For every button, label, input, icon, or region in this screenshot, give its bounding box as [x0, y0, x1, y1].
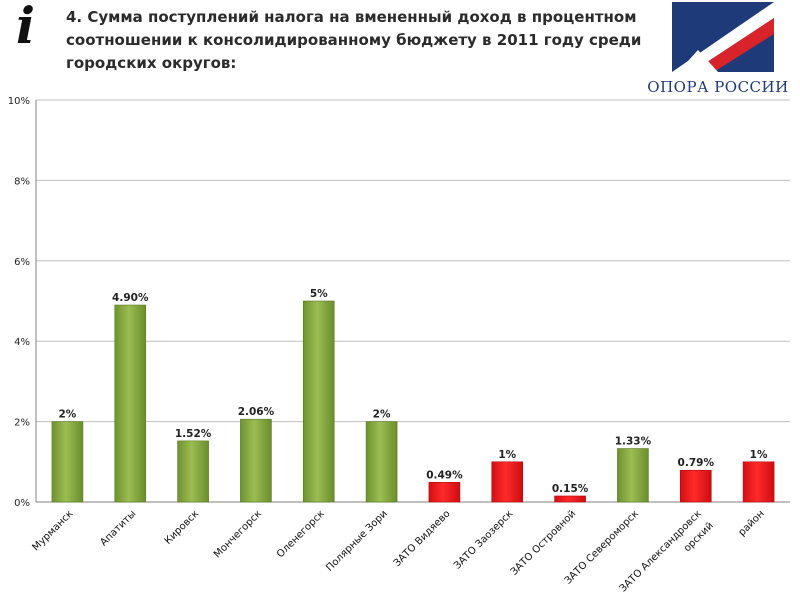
bar — [51, 421, 84, 503]
x-tick-label: Мурманск — [31, 508, 76, 553]
logo-text: ОПОРА РОССИИ — [647, 78, 789, 96]
data-label: 0.49% — [426, 469, 463, 481]
data-label: 0.15% — [552, 483, 589, 495]
x-tick-label: ЗАТО Видяево — [392, 508, 453, 569]
bar — [617, 448, 649, 503]
data-label: 1% — [498, 449, 516, 461]
y-tick-label: 10% — [8, 96, 30, 107]
bar — [554, 495, 586, 503]
y-tick-label: 0% — [14, 498, 30, 509]
flag-emblem-icon — [672, 2, 774, 72]
data-label: 1.33% — [615, 436, 652, 448]
bar — [302, 300, 335, 503]
chart-title: 4. Сумма поступлений налога на вмененный… — [66, 8, 642, 72]
y-tick-label: 6% — [14, 257, 30, 268]
bar — [491, 461, 524, 503]
x-tick-label: Мончегорск — [212, 508, 264, 560]
data-label: 2% — [373, 409, 391, 421]
info-icon: i — [16, 0, 35, 55]
bar — [428, 482, 461, 503]
x-tick-label: Кировск — [163, 508, 202, 547]
data-label: 1.52% — [175, 428, 212, 440]
x-tick-label: район — [737, 508, 767, 538]
y-tick-label: 4% — [14, 337, 30, 348]
y-tick-label: 2% — [14, 418, 30, 429]
x-tick-label: ЗАТО Заозерск — [452, 508, 515, 571]
bar — [177, 440, 209, 503]
bar — [240, 418, 272, 503]
x-tick-label: ЗАТО Островной — [509, 508, 578, 577]
bar — [114, 304, 147, 503]
data-label: 0.79% — [678, 457, 715, 469]
data-label: 2% — [59, 409, 77, 421]
y-tick-label: 8% — [14, 176, 30, 187]
data-label: 1% — [750, 449, 768, 461]
x-tick-label: Оленегорск — [275, 508, 327, 560]
bar — [742, 461, 775, 503]
bar — [679, 469, 712, 503]
data-label: 4.90% — [112, 292, 149, 304]
bar — [365, 421, 398, 503]
opora-rossii-logo: ОПОРА РОССИИ — [638, 0, 798, 100]
x-tick-label: Апатиты — [98, 508, 138, 548]
data-label: 5% — [310, 288, 328, 300]
bar-chart: 0% 2% 4% 6% 8% 10% 2% Мурманск 4.90% Апатиты 1.52%… — [8, 96, 790, 594]
data-label: 2.06% — [238, 406, 275, 418]
x-tick-label: Полярные Зори — [324, 508, 389, 573]
